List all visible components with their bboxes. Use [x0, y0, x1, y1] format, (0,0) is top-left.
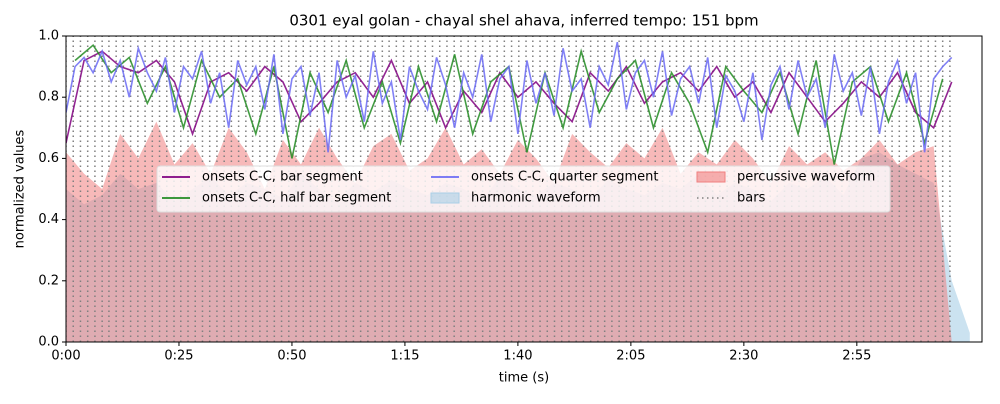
y-tick-label: 0.2: [38, 273, 59, 288]
legend: onsets C-C, bar segment onsets C-C, half …: [156, 165, 891, 213]
x-tick-label: 1:15: [390, 349, 419, 364]
x-tick-label: 2:55: [842, 349, 871, 364]
x-axis-label: time (s): [499, 371, 549, 386]
y-tick-label: 1.0: [38, 29, 59, 44]
x-tick-label: 2:30: [729, 349, 758, 364]
y-tick-label: 0.0: [38, 335, 59, 350]
y-tick-label: 0.4: [38, 212, 59, 227]
y-tick-label: 0.6: [38, 151, 59, 166]
y-tick-label: 0.8: [38, 90, 59, 105]
y-axis-label: normalized values: [13, 129, 28, 248]
chart-title: 0301 eyal golan - chayal shel ahava, inf…: [289, 12, 758, 30]
plot-frame: [65, 35, 983, 343]
x-tick-label: 0:00: [51, 349, 80, 364]
legend-label: percussive waveform: [737, 170, 875, 185]
legend-label: onsets C-C, bar segment: [202, 170, 363, 185]
onset-line: [66, 41, 953, 153]
onset-line: [66, 50, 953, 144]
legend-label: harmonic waveform: [471, 191, 601, 206]
legend-swatch: [696, 171, 726, 183]
legend-label: onsets C-C, quarter segment: [471, 170, 658, 185]
legend-label: onsets C-C, half bar segment: [202, 191, 391, 206]
legend-label: bars: [737, 191, 766, 206]
x-tick-label: 1:40: [503, 349, 532, 364]
x-tick-label: 0:50: [277, 349, 306, 364]
x-tick-label: 2:05: [616, 349, 645, 364]
x-tick-label: 0:25: [164, 349, 193, 364]
legend-swatch: [430, 192, 460, 204]
